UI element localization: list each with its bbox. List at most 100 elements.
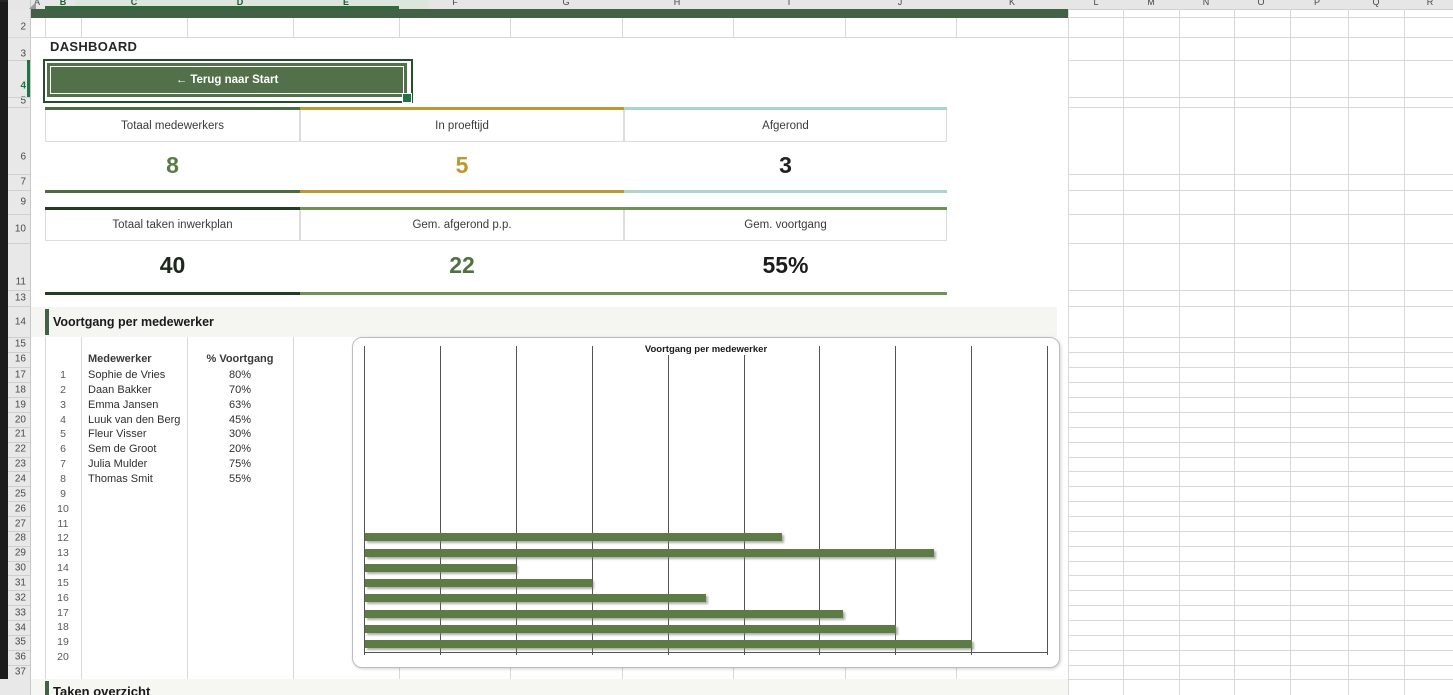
row-header-30[interactable]: 30	[14, 562, 26, 574]
kpi-card-label[interactable]: Gem. voortgang	[624, 210, 947, 241]
row-header-10[interactable]: 10	[14, 223, 26, 235]
row-header-13[interactable]: 13	[14, 292, 26, 304]
column-header-A[interactable]: A	[33, 0, 41, 7]
row-header-2[interactable]: 2	[20, 21, 26, 33]
table-cell-pct[interactable]: 45%	[228, 413, 252, 426]
table-row-number[interactable]: 20	[57, 651, 69, 664]
table-cell-pct[interactable]: 55%	[228, 472, 252, 485]
row-header-16[interactable]: 16	[14, 353, 26, 365]
table-cell-name[interactable]: Thomas Smit	[88, 472, 153, 485]
column-header-R[interactable]: R	[1426, 0, 1434, 7]
row-header-26[interactable]: 26	[14, 503, 26, 515]
back-to-start-button[interactable]: ← Terug naar Start	[47, 63, 407, 97]
row-header-23[interactable]: 23	[14, 458, 26, 470]
table-cell-name[interactable]: Sem de Groot	[88, 443, 157, 456]
row-header-22[interactable]: 22	[14, 443, 26, 455]
row-header-5[interactable]: 5	[20, 95, 26, 107]
row-header-4[interactable]: 4	[20, 80, 26, 92]
table-row-number[interactable]: 4	[60, 413, 66, 426]
kpi-card-value[interactable]: 8	[166, 151, 179, 178]
select-all-corner[interactable]	[8, 0, 36, 9]
table-row-number[interactable]: 5	[60, 428, 66, 441]
table-cell-name[interactable]: Emma Jansen	[88, 398, 159, 411]
table-row-number[interactable]: 12	[57, 532, 69, 545]
kpi-card-value[interactable]: 40	[159, 251, 186, 278]
row-header-19[interactable]: 19	[14, 399, 26, 411]
kpi-card-label[interactable]: Afgerond	[624, 110, 947, 142]
row-header-35[interactable]: 35	[14, 636, 26, 648]
column-header-E[interactable]: E	[342, 0, 350, 7]
table-row-number[interactable]: 15	[57, 576, 69, 589]
row-header-33[interactable]: 33	[14, 607, 26, 619]
table-row-number[interactable]: 6	[60, 443, 66, 456]
progress-bar-chart[interactable]: Voortgang per medewerker	[352, 337, 1060, 668]
column-header-D[interactable]: D	[236, 0, 244, 7]
table-row-number[interactable]: 8	[60, 472, 66, 485]
column-header-F[interactable]: F	[452, 0, 458, 7]
column-header-N[interactable]: N	[1202, 0, 1210, 7]
kpi-card-value[interactable]: 5	[455, 151, 469, 178]
column-header-G[interactable]: G	[562, 0, 570, 7]
column-header-P[interactable]: P	[1313, 0, 1321, 7]
column-header-K[interactable]: K	[1008, 0, 1016, 7]
row-header-18[interactable]: 18	[14, 384, 26, 396]
table-row-number[interactable]: 1	[60, 369, 66, 381]
row-header-29[interactable]: 29	[14, 547, 26, 559]
table-row-number[interactable]: 3	[60, 398, 66, 411]
column-header-J[interactable]: J	[897, 0, 903, 7]
row-header-28[interactable]: 28	[14, 532, 26, 544]
table-cell-pct[interactable]: 80%	[228, 369, 252, 381]
table-cell-pct[interactable]: 70%	[228, 383, 252, 396]
table-row-number[interactable]: 11	[57, 517, 69, 530]
kpi-card-value[interactable]: 22	[449, 251, 475, 278]
kpi-card-label[interactable]: Totaal medewerkers	[45, 110, 300, 142]
kpi-card-value[interactable]: 55%	[762, 251, 809, 278]
kpi-card-label[interactable]: In proeftijd	[300, 110, 624, 142]
table-cell-pct[interactable]: 30%	[228, 428, 252, 441]
row-header-37[interactable]: 37	[14, 666, 26, 678]
column-header-O[interactable]: O	[1257, 0, 1265, 7]
table-row-number[interactable]: 13	[57, 547, 69, 560]
row-header-gutter[interactable]: 2 3 4 5 6 7 9 10 11 13 14 15 16 17 18 19 20 21 22 23 24 25 26 2…	[8, 9, 31, 695]
table-cell-name[interactable]: Fleur Visser	[88, 428, 147, 441]
table-row-number[interactable]: 7	[60, 458, 66, 471]
kpi-card-value[interactable]: 3	[779, 151, 792, 178]
kpi-card-label[interactable]: Gem. afgerond p.p.	[300, 210, 624, 241]
row-header-34[interactable]: 34	[14, 622, 26, 634]
table-row-number[interactable]: 9	[60, 487, 66, 500]
column-header-B[interactable]: B	[59, 0, 67, 7]
row-header-6[interactable]: 6	[20, 151, 26, 163]
table-cell-name[interactable]: Luuk van den Berg	[88, 413, 181, 426]
row-header-15[interactable]: 15	[14, 338, 26, 350]
row-header-24[interactable]: 24	[14, 473, 26, 485]
row-header-27[interactable]: 27	[14, 518, 26, 530]
column-header-H[interactable]: H	[673, 0, 681, 7]
row-header-36[interactable]: 36	[14, 651, 26, 663]
table-row-number[interactable]: 17	[57, 606, 69, 619]
row-header-11[interactable]: 11	[15, 276, 26, 288]
table-row-number[interactable]: 18	[57, 621, 69, 634]
table-cell-name[interactable]: Julia Mulder	[88, 458, 148, 471]
row-header-17[interactable]: 17	[14, 369, 26, 381]
kpi-card-label[interactable]: Totaal taken inwerkplan	[45, 210, 300, 241]
column-header-L[interactable]: L	[1093, 0, 1099, 7]
column-header-Q[interactable]: Q	[1372, 0, 1380, 7]
row-header-20[interactable]: 20	[14, 414, 26, 426]
column-header-C[interactable]: C	[130, 0, 138, 7]
table-row-number[interactable]: 19	[57, 636, 69, 649]
table-cell-name[interactable]: Sophie de Vries	[88, 369, 166, 381]
row-header-21[interactable]: 21	[14, 428, 26, 440]
row-header-7[interactable]: 7	[20, 176, 26, 188]
table-cell-pct[interactable]: 20%	[228, 443, 252, 456]
column-header-I[interactable]: I	[787, 0, 791, 7]
column-header-M[interactable]: M	[1147, 0, 1155, 7]
row-header-3[interactable]: 3	[20, 48, 26, 60]
table-row-number[interactable]: 10	[57, 502, 69, 515]
row-header-9[interactable]: 9	[20, 196, 26, 208]
row-header-14[interactable]: 14	[14, 316, 26, 328]
table-row-number[interactable]: 2	[60, 383, 66, 396]
table-row-number[interactable]: 14	[57, 562, 69, 575]
row-header-31[interactable]: 31	[14, 577, 26, 589]
table-cell-pct[interactable]: 63%	[228, 398, 252, 411]
table-cell-name[interactable]: Daan Bakker	[88, 383, 152, 396]
